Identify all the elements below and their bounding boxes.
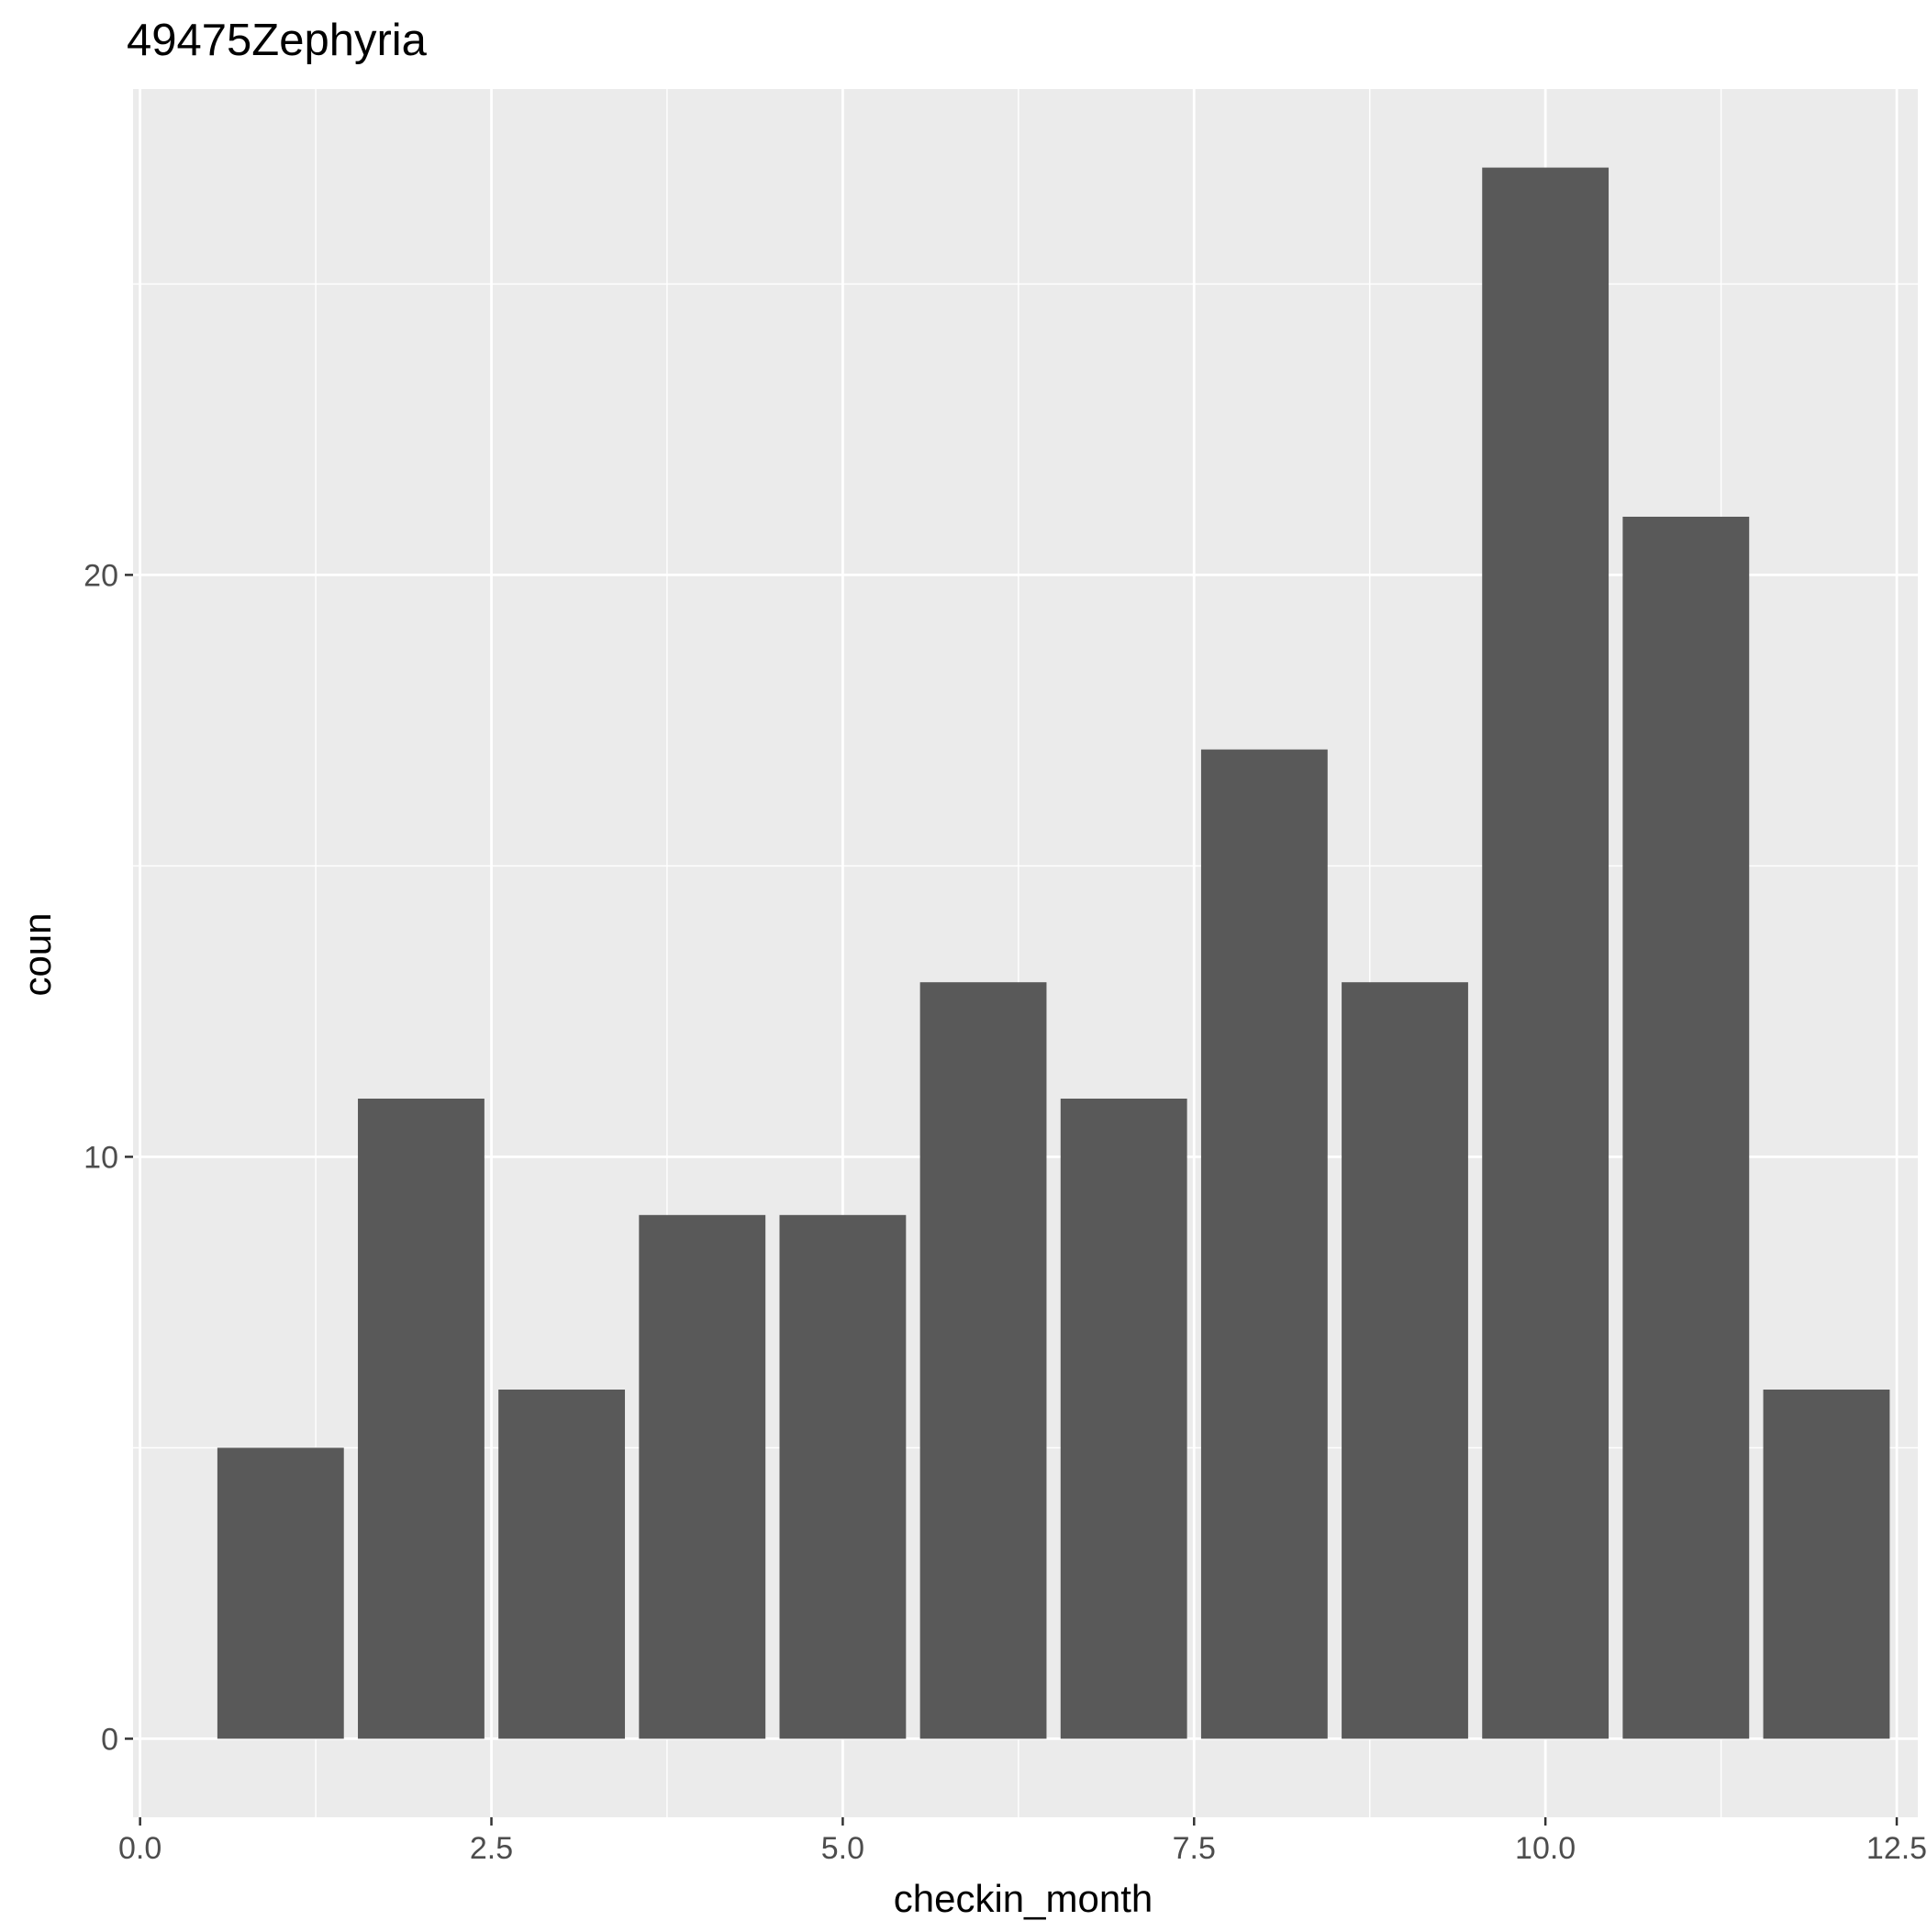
y-tick-label: 20	[84, 558, 118, 593]
x-axis: 0.0 2.5 5.0 7.5 10.0 12.5	[118, 1817, 1927, 1866]
chart-title: 49475Zephyria	[127, 16, 428, 65]
x-tick-label: 12.5	[1866, 1831, 1927, 1866]
bar-month-4	[639, 1214, 766, 1739]
x-tick-label: 0.0	[118, 1831, 162, 1866]
bar-month-1	[217, 1447, 344, 1739]
x-tick-label: 2.5	[470, 1831, 513, 1866]
bar-month-10	[1482, 167, 1610, 1739]
y-axis-title: coun	[16, 912, 59, 996]
y-axis: 0 10 20	[84, 558, 133, 1757]
bar-month-9	[1342, 982, 1468, 1739]
y-tick-label: 10	[84, 1140, 118, 1175]
bar-month-2	[358, 1099, 485, 1739]
x-axis-title: checkin_month	[894, 1877, 1153, 1920]
bar-month-8	[1200, 749, 1328, 1739]
bar-month-6	[919, 982, 1047, 1739]
bar-month-12	[1763, 1390, 1890, 1739]
x-tick-label: 10.0	[1515, 1831, 1576, 1866]
bar-month-7	[1060, 1099, 1187, 1739]
bar-month-11	[1622, 516, 1750, 1739]
y-tick-label: 0	[101, 1722, 118, 1757]
bar-month-5	[779, 1214, 907, 1739]
x-tick-label: 7.5	[1173, 1831, 1216, 1866]
x-tick-label: 5.0	[821, 1831, 864, 1866]
bar-month-3	[498, 1390, 626, 1739]
bars	[217, 167, 1890, 1739]
